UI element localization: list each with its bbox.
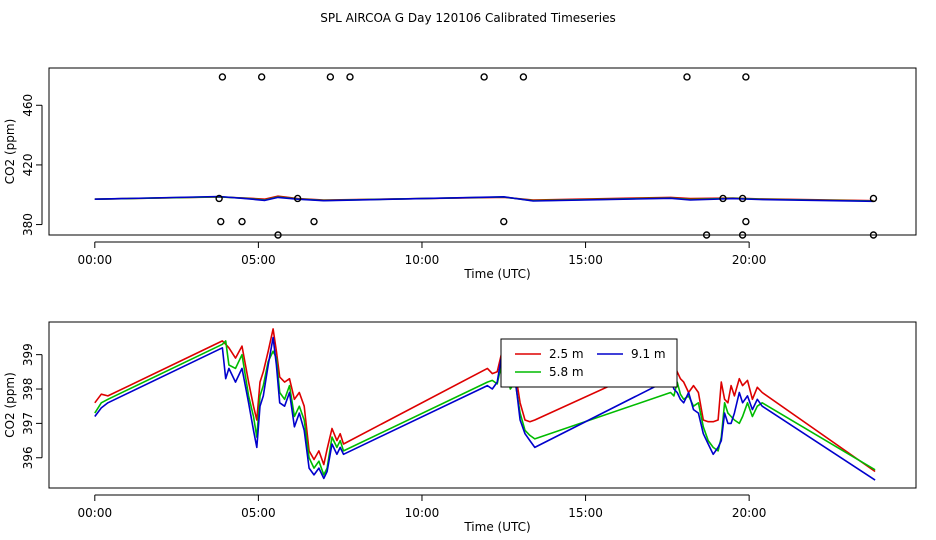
legend-label: 9.1 m bbox=[631, 347, 666, 361]
top-data-point bbox=[702, 231, 711, 239]
top-data-point bbox=[257, 73, 266, 81]
bottom-series-line-91m bbox=[94, 336, 876, 481]
top-y-tick-label: 380 bbox=[21, 213, 35, 236]
bottom-x-tick-label: 20:00 bbox=[732, 506, 767, 520]
bottom-plot-frame bbox=[48, 321, 917, 489]
top-y-tick-label: 420 bbox=[21, 153, 35, 176]
top-data-point bbox=[480, 73, 488, 81]
top-data-point bbox=[738, 194, 747, 203]
top-plot-frame bbox=[48, 67, 917, 236]
top-data-point bbox=[500, 217, 508, 226]
top-data-point bbox=[326, 73, 335, 81]
top-data-point bbox=[346, 73, 354, 81]
top-panel: 00:00 05:00 10:00 15:00 20:00 380 420 460 Time (… bbox=[3, 67, 917, 281]
top-data-point bbox=[310, 217, 318, 226]
bottom-y-axis-label: CO2 (ppm) bbox=[3, 372, 17, 438]
legend-label: 2.5 m bbox=[549, 347, 584, 361]
bottom-x-tick-label: 10:00 bbox=[405, 506, 440, 520]
bottom-y-tick-label: 399 bbox=[21, 343, 35, 366]
top-data-point bbox=[738, 231, 747, 239]
top-x-tick-label: 20:00 bbox=[732, 253, 767, 267]
bottom-x-tick-label: 00:00 bbox=[78, 506, 113, 520]
top-data-point bbox=[274, 231, 282, 239]
top-data-point bbox=[238, 217, 246, 226]
top-x-tick-label: 15:00 bbox=[568, 253, 603, 267]
top-data-point bbox=[217, 217, 225, 226]
top-series-line-91m bbox=[94, 195, 874, 203]
top-y-tick-label: 460 bbox=[21, 94, 35, 117]
legend-box bbox=[500, 338, 678, 388]
top-data-point bbox=[742, 73, 750, 81]
bottom-x-tick-label: 15:00 bbox=[568, 506, 603, 520]
top-data-point bbox=[293, 194, 302, 203]
bottom-series-line-25m bbox=[94, 328, 876, 473]
top-x-tick-label: 05:00 bbox=[241, 253, 276, 267]
legend-label: 5.8 m bbox=[549, 365, 584, 379]
top-data-point bbox=[869, 231, 878, 239]
bottom-y-tick-label: 396 bbox=[21, 446, 35, 469]
top-data-point bbox=[519, 73, 528, 81]
bottom-panel: 00:00 05:00 10:00 15:00 20:00 396 397 398 399 Tim… bbox=[3, 321, 917, 534]
bottom-y-tick-label: 398 bbox=[21, 378, 35, 401]
top-data-point bbox=[215, 194, 223, 203]
bottom-series-line-58m bbox=[94, 340, 876, 476]
top-data-point bbox=[719, 194, 727, 203]
bottom-x-tick-label: 05:00 bbox=[241, 506, 276, 520]
top-data-point bbox=[869, 194, 878, 203]
bottom-y-tick-label: 397 bbox=[21, 412, 35, 435]
top-x-axis-label: Time (UTC) bbox=[463, 267, 530, 281]
top-x-tick-label: 10:00 bbox=[405, 253, 440, 267]
top-data-point bbox=[218, 73, 227, 81]
top-y-axis-label: CO2 (ppm) bbox=[3, 119, 17, 185]
bottom-x-axis-label: Time (UTC) bbox=[463, 520, 530, 534]
top-data-point bbox=[683, 73, 691, 81]
top-data-point bbox=[742, 217, 750, 226]
chart-title: SPL AIRCOA G Day 120106 Calibrated Times… bbox=[320, 11, 615, 25]
top-x-tick-label: 00:00 bbox=[78, 253, 113, 267]
